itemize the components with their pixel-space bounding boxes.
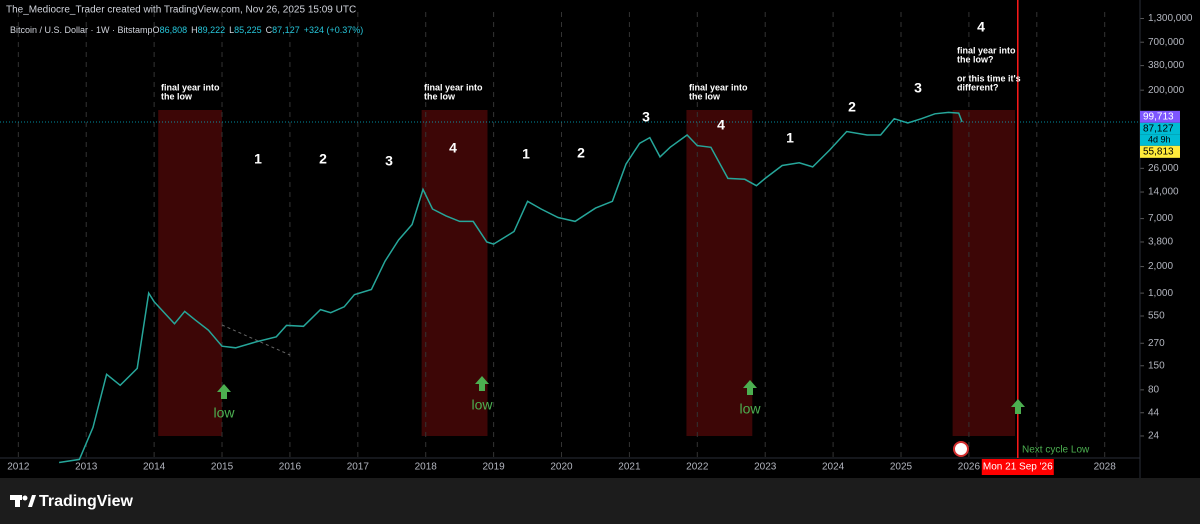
x-tick-label: 2024 [822, 462, 845, 473]
change: +324 (+0.37%) [304, 25, 364, 35]
phase-label: 1 [254, 151, 262, 167]
phase-label: 2 [319, 151, 327, 167]
x-tick-label: 2018 [415, 462, 438, 473]
zone-label: the low? [957, 54, 994, 64]
phase-label: 4 [449, 140, 457, 156]
price-label: 87,127 [1143, 123, 1174, 134]
header: The_Mediocre_Trader created with Trading… [6, 5, 356, 16]
cycle-zone [158, 110, 223, 436]
footer-bar [0, 478, 1200, 524]
y-tick-label: 150 [1148, 360, 1165, 371]
price-label-box [1140, 110, 1180, 123]
cycle-zone [686, 110, 753, 436]
x-tick-label: 2013 [75, 462, 98, 473]
zone-label: final year into [689, 82, 748, 92]
legend: Bitcoin / U.S. Dollar · 1W · BitstampO86… [10, 25, 363, 35]
x-tick-label: 2021 [618, 462, 641, 473]
price-label: 99,713 [1143, 111, 1174, 122]
cycle-date: Mon 21 Sep '26 [983, 462, 1053, 473]
x-tick-label: 2022 [686, 462, 709, 473]
up-arrow [743, 380, 757, 395]
ohlc-value: 87,127 [272, 25, 300, 35]
zone-label: final year into [424, 82, 483, 92]
up-arrow [1011, 399, 1025, 414]
y-tick-label: 26,000 [1148, 163, 1179, 174]
y-tick-label: 1,000 [1148, 288, 1173, 299]
low-label: low [471, 397, 493, 413]
zone-label: final year into [161, 82, 220, 92]
y-tick-label: 200,000 [1148, 85, 1185, 96]
trend-line [221, 324, 291, 356]
footer-logo: TradingView [10, 493, 134, 510]
zone-label: the low [689, 91, 721, 101]
low-label: low [213, 405, 235, 421]
countdown-box [1140, 134, 1180, 146]
zone-label: the low [424, 91, 456, 101]
logo-shape [28, 495, 36, 507]
y-tick-label: 700,000 [1148, 37, 1185, 48]
ohlc-key: L [229, 25, 234, 35]
phase-label: 4 [977, 19, 985, 35]
x-tick-label: 2028 [1094, 462, 1117, 473]
zone-label: different? [957, 82, 999, 92]
y-tick-label: 3,800 [1148, 237, 1173, 248]
x-tick-label: 2023 [754, 462, 777, 473]
next-low-label: Next cycle Low [1022, 445, 1090, 456]
y-tick-label: 2,000 [1148, 261, 1173, 272]
flag-icon [953, 441, 969, 457]
cycle-zone [952, 110, 1016, 436]
y-tick-label: 80 [1148, 384, 1160, 395]
y-tick-label: 550 [1148, 311, 1165, 322]
x-tick-label: 2014 [143, 462, 166, 473]
ohlc-key: O [153, 25, 160, 35]
phase-label: 3 [385, 153, 393, 169]
y-tick-label: 7,000 [1148, 213, 1173, 224]
ohlc-value: 89,222 [198, 25, 226, 35]
y-tick-label: 14,000 [1148, 187, 1179, 198]
phase-label: 2 [848, 99, 856, 115]
x-tick-label: 2016 [279, 462, 302, 473]
x-tick-label: 2015 [211, 462, 234, 473]
zone-label: or this time it's [957, 73, 1021, 83]
x-tick-label: 2019 [482, 462, 505, 473]
x-tick-label: 2020 [550, 462, 573, 473]
logo-shape [15, 495, 20, 507]
phase-label: 1 [522, 146, 530, 162]
price-line [58, 111, 963, 464]
ohlc-key: C [266, 25, 273, 35]
ohlc-value: 86,808 [160, 25, 188, 35]
cycle-zone [421, 110, 488, 436]
ohlc-key: H [191, 25, 198, 35]
countdown: 4d 9h [1148, 135, 1171, 145]
logo-shape [22, 495, 28, 501]
zone-label: final year into [957, 45, 1016, 55]
phase-label: 4 [717, 117, 725, 133]
ohlc-value: 85,225 [234, 25, 262, 35]
y-tick-label: 1,300,000 [1148, 13, 1193, 24]
x-tick-label: 2017 [347, 462, 370, 473]
x-tick-label: 2025 [890, 462, 913, 473]
y-tick-label: 24 [1148, 431, 1160, 442]
price-label-box [1140, 145, 1180, 158]
y-tick-label: 380,000 [1148, 60, 1185, 71]
up-arrow [217, 384, 231, 399]
zone-label: the low [161, 91, 193, 101]
up-arrow [475, 376, 489, 391]
x-tick-label: 2012 [7, 462, 30, 473]
low-label: low [739, 401, 761, 417]
y-tick-label: 44 [1148, 407, 1160, 418]
symbol: Bitcoin / U.S. Dollar · 1W · Bitstamp [10, 25, 153, 35]
phase-label: 2 [577, 145, 585, 161]
price-label: 55,813 [1143, 146, 1174, 157]
price-label-box [1140, 122, 1180, 135]
y-tick-label: 270 [1148, 338, 1165, 349]
phase-label: 3 [914, 80, 922, 96]
footer-text: TradingView [39, 493, 134, 510]
x-tick-label: 2026 [958, 462, 981, 473]
phase-label: 3 [642, 109, 650, 125]
phase-label: 1 [786, 130, 794, 146]
cycle-date-box [981, 459, 1054, 475]
